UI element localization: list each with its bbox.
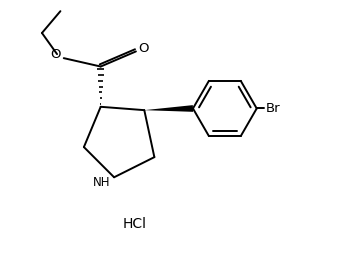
Text: NH: NH bbox=[92, 176, 110, 189]
Text: HCl: HCl bbox=[122, 217, 146, 231]
Text: Br: Br bbox=[266, 102, 281, 115]
Text: O: O bbox=[138, 42, 149, 55]
Text: O: O bbox=[50, 48, 61, 61]
Polygon shape bbox=[144, 105, 193, 112]
